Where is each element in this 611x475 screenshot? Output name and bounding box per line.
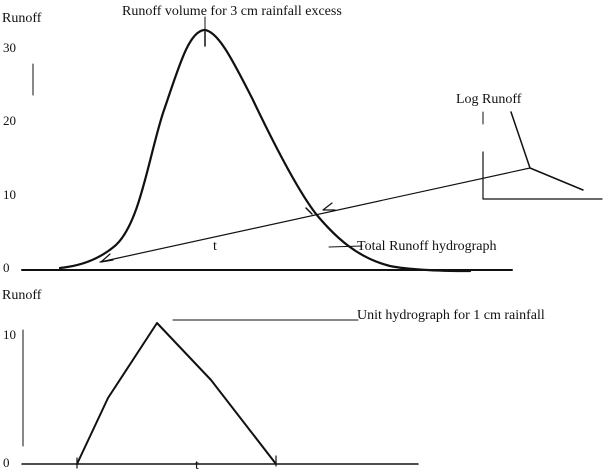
leader-arrowhead-left (100, 253, 114, 263)
top-panel: Runoff 30 20 10 0 Runoff volume for 3 cm… (2, 4, 603, 275)
bottom-y-axis-label: Runoff (2, 288, 42, 303)
leader-arrowhead-right (322, 202, 336, 211)
top-y-tick-20: 20 (3, 113, 16, 128)
top-y-tick-10: 10 (3, 187, 16, 202)
peak-annotation: Runoff volume for 3 cm rainfall excess (122, 4, 342, 19)
bottom-panel: Runoff 10 0 Unit hydrograph for 1 cm rai… (2, 288, 545, 473)
top-y-axis-label: Runoff (2, 11, 42, 26)
crossing-mark (305, 207, 313, 215)
log-runoff-label: Log Runoff (456, 92, 522, 107)
inset-log-curve (510, 111, 584, 191)
total-runoff-leader (328, 245, 363, 248)
bottom-time-label: t (195, 458, 199, 473)
unit-hydrograph-curve (76, 322, 277, 465)
top-time-label: t (213, 239, 217, 254)
bottom-y-tick-10: 10 (3, 327, 16, 342)
top-y-tick-30: 30 (3, 40, 16, 55)
log-runoff-inset: Log Runoff (456, 92, 603, 200)
total-runoff-annotation: Total Runoff hydrograph (357, 239, 497, 254)
bottom-y-tick-0: 0 (3, 455, 10, 470)
top-y-tick-0: 0 (3, 260, 10, 275)
baseflow-separation-line (99, 167, 531, 263)
total-runoff-hydrograph-curve (58, 28, 472, 273)
unit-hydrograph-annotation: Unit hydrograph for 1 cm rainfall (357, 308, 545, 323)
